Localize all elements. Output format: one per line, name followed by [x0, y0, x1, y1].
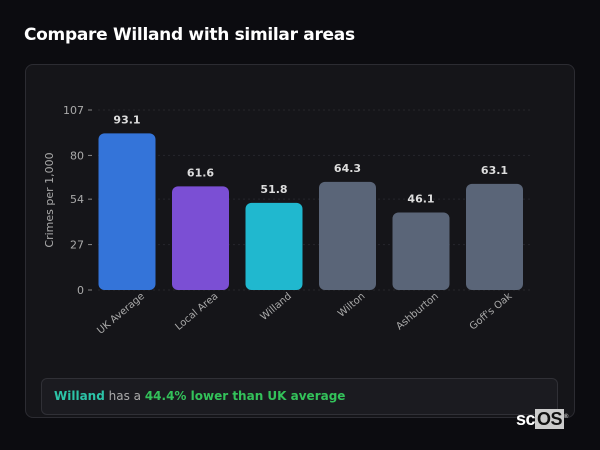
x-tick-label: Wilton — [336, 291, 367, 320]
data-label: 64.3 — [334, 162, 361, 175]
bar — [466, 183, 523, 290]
x-tick-label: UK Average — [95, 291, 147, 337]
y-tick-label: 54 — [70, 193, 84, 206]
y-tick-label: 107 — [63, 104, 84, 117]
page-title: Compare Willand with similar areas — [24, 25, 355, 45]
x-tick-label: Goff's Oak — [468, 291, 515, 333]
summary-comparison: 44.4% lower than UK average — [144, 389, 346, 403]
data-label: 63.1 — [481, 164, 508, 177]
summary-box: Willand has a 44.4% lower than UK averag… — [41, 378, 558, 415]
y-tick-label: 0 — [77, 284, 84, 297]
bar — [98, 133, 156, 290]
x-tick-label: Ashburton — [394, 291, 441, 333]
data-label: 61.6 — [187, 166, 214, 179]
logo: sc OS ® — [516, 409, 568, 429]
data-label: 46.1 — [407, 192, 434, 205]
bar — [392, 212, 450, 290]
x-tick-label: Willand — [259, 291, 294, 323]
bar — [172, 186, 229, 290]
y-axis-label: Crimes per 1,000 — [43, 152, 56, 247]
y-tick-label: 80 — [70, 149, 84, 162]
bar — [319, 181, 376, 290]
x-tick-label: Local Area — [173, 291, 220, 333]
summary-area: Willand — [54, 389, 105, 403]
summary-text: has a — [104, 389, 145, 403]
bar — [245, 202, 303, 290]
data-label: 93.1 — [113, 113, 140, 126]
data-label: 51.8 — [260, 183, 287, 196]
y-tick-label: 27 — [70, 239, 84, 252]
